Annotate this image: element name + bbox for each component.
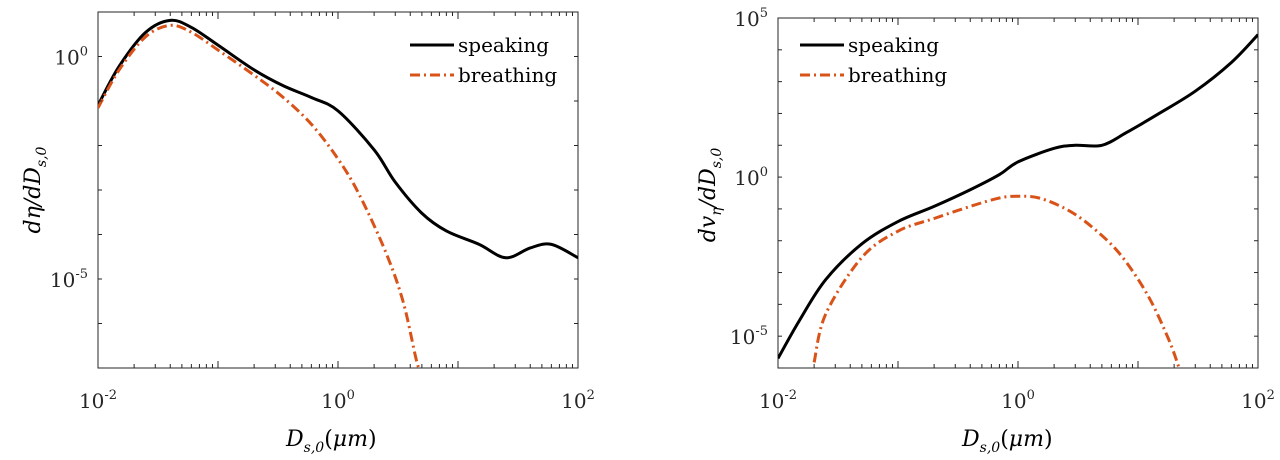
- right-x-tick-label: 10-2: [759, 388, 797, 413]
- right-y-axis-label: dvη/dDs,0: [696, 148, 725, 243]
- right-x-tick-label: 102: [1241, 388, 1275, 413]
- right-x-axis-label: Ds,0(μm): [961, 427, 1053, 456]
- left-y-tick-label: 10-5: [50, 267, 88, 292]
- left-y-axis-label: dη/dDs,0: [21, 146, 50, 233]
- right-tick-layer: 10-2 100 102 10-5 100 105: [730, 6, 1275, 413]
- left-legend: speaking breathing: [410, 33, 557, 87]
- right-legend: speaking breathing: [800, 33, 947, 87]
- right-series-layer: [778, 33, 1258, 368]
- left-legend-breathing-label: breathing: [458, 63, 557, 87]
- left-series-layer: [98, 18, 578, 368]
- left-series-speaking-line: [98, 18, 578, 260]
- right-series-speaking-line: [778, 33, 1258, 360]
- left-x-tick-label: 102: [561, 388, 595, 413]
- left-plot-area: [97, 11, 579, 369]
- left-x-axis-label: Ds,0(μm): [285, 427, 377, 456]
- left-x-tick-label: 10-2: [79, 388, 117, 413]
- right-series-breathing-line: [812, 194, 1181, 368]
- right-legend-breathing-label: breathing: [848, 63, 947, 87]
- right-y-tick-label: 10-5: [730, 324, 768, 349]
- right-y-tick-label: 100: [734, 165, 768, 190]
- left-x-tick-label: 100: [321, 388, 355, 413]
- left-tick-layer: 10-2 100 102 10-5 100: [50, 11, 595, 413]
- left-chart: 10-2 100 102 10-5 100 speaking breathing Ds,…: [21, 11, 595, 456]
- left-series-breathing-line: [98, 23, 421, 368]
- right-y-tick-label: 105: [734, 6, 768, 31]
- left-y-tick-label: 100: [54, 45, 88, 70]
- right-plot-area: [777, 17, 1259, 369]
- left-legend-speaking-label: speaking: [458, 33, 549, 57]
- right-x-tick-label: 100: [1001, 388, 1035, 413]
- right-legend-speaking-label: speaking: [848, 33, 939, 57]
